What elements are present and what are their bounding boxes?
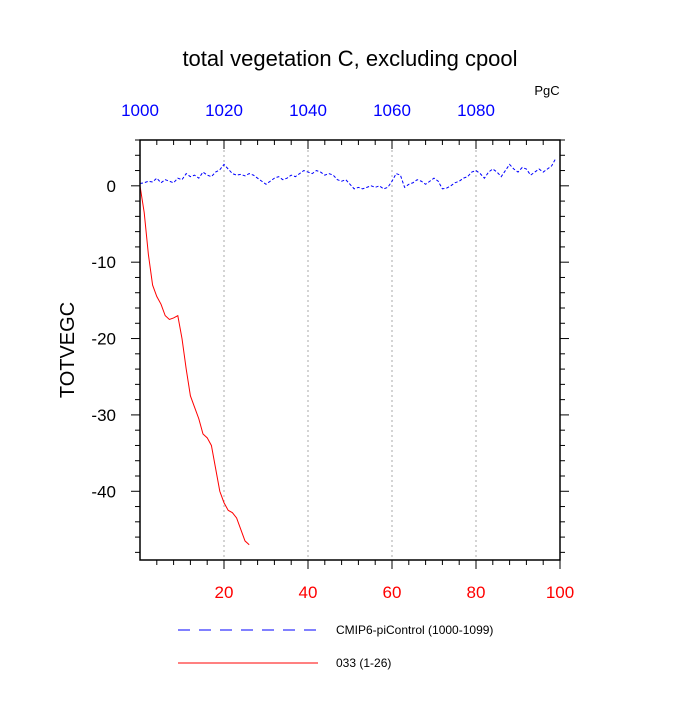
legend-label: 033 (1-26)	[336, 656, 391, 670]
x-bottom-tick-label: 60	[383, 583, 402, 602]
plot-frame	[139, 139, 561, 561]
y-tick-label: 0	[107, 177, 116, 196]
y-tick-label: -30	[91, 406, 116, 425]
grid-lines	[223, 140, 477, 560]
y-tick-label: -40	[91, 482, 116, 501]
x-top-tick-label: 1060	[373, 101, 411, 120]
y-axis-label: TOTVEGC	[57, 302, 79, 398]
x-top-tick-label: 1000	[121, 101, 159, 120]
bottom-x-axis: 20 40 60 80 100	[156, 560, 574, 602]
series-lines	[139, 158, 557, 546]
x-bottom-tick-label: 20	[215, 583, 234, 602]
y-tick-label: -20	[91, 330, 116, 349]
x-top-tick-label: 1020	[205, 101, 243, 120]
series-line-picontrol	[139, 158, 557, 190]
legend: CMIP6-piControl (1000-1099) 033 (1-26)	[178, 623, 493, 670]
x-bottom-tick-label: 100	[546, 583, 574, 602]
chart-title: total vegetation C, excluding cpool	[182, 46, 517, 71]
x-bottom-tick-label: 40	[299, 583, 318, 602]
series-line-033	[139, 185, 250, 546]
y-axis-ticks: 0 -10 -20 -30 -40	[91, 139, 569, 553]
x-top-tick-label: 1040	[289, 101, 327, 120]
x-top-tick-label: 1080	[457, 101, 495, 120]
y-tick-label: -10	[91, 253, 116, 272]
units-label: PgC	[534, 83, 559, 98]
top-x-axis: 1000 1020 1040 1060 1080	[121, 101, 561, 149]
legend-label: CMIP6-piControl (1000-1099)	[336, 623, 493, 637]
x-bottom-tick-label: 80	[467, 583, 486, 602]
